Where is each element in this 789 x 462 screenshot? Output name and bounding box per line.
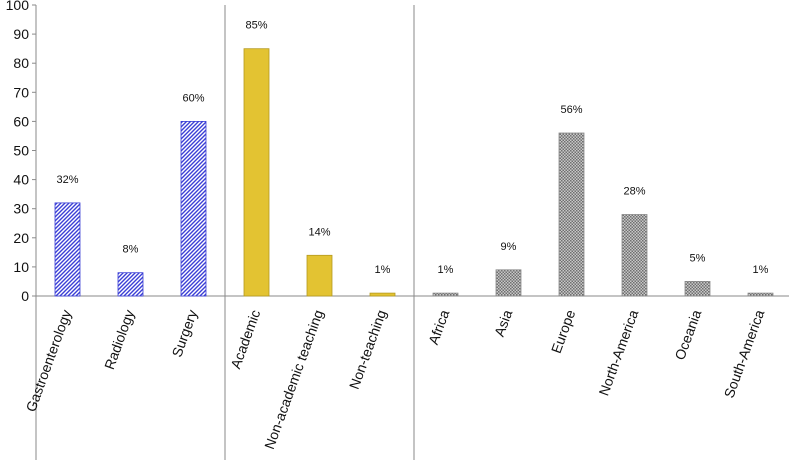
data-label-surgery: 60% <box>182 92 204 104</box>
category-label-non-academic-teaching: Non-academic teaching <box>261 308 326 452</box>
bar-north-america <box>621 214 648 297</box>
category-label-academic: Academic <box>227 308 263 371</box>
y-tick-label: 50 <box>13 143 29 159</box>
data-label-asia: 9% <box>501 241 517 253</box>
bar-academic <box>243 48 270 297</box>
y-tick-label: 10 <box>13 259 29 275</box>
bar-surgery <box>180 121 207 297</box>
category-label-surgery: Surgery <box>169 308 201 360</box>
bars <box>54 48 774 297</box>
bar-oceania <box>684 280 711 297</box>
bar-africa <box>432 292 459 297</box>
data-label-non-academic-teaching: 14% <box>308 226 330 238</box>
category-label-oceania: Oceania <box>671 307 704 362</box>
bar-non-teaching <box>369 292 396 297</box>
category-label-asia: Asia <box>491 307 515 338</box>
category-label-north-america: North-America <box>595 307 641 397</box>
y-tick-label: 60 <box>13 113 29 129</box>
bar-radiology <box>117 272 144 297</box>
data-label-oceania: 5% <box>690 252 706 264</box>
bar-south-america <box>747 292 774 297</box>
data-label-europe: 56% <box>560 104 582 116</box>
category-label-gastroenterology: Gastroenterology <box>23 308 75 414</box>
data-label-non-teaching: 1% <box>375 264 391 276</box>
labels: 32% Gastroenterology 8% Radiology 60% Surgery… <box>23 20 769 452</box>
y-tick-label: 20 <box>13 230 29 246</box>
y-tick-label: 0 <box>21 288 29 304</box>
bar-asia <box>495 269 522 297</box>
y-tick-label: 40 <box>13 172 29 188</box>
axes: 0 10 20 30 40 50 60 70 80 90 100 <box>6 0 789 460</box>
category-label-radiology: Radiology <box>101 308 137 372</box>
data-label-gastroenterology: 32% <box>56 174 78 186</box>
category-label-africa: Africa <box>425 307 452 346</box>
data-label-north-america: 28% <box>623 186 645 198</box>
y-tick-label: 80 <box>13 55 29 71</box>
data-label-south-america: 1% <box>753 264 769 276</box>
data-label-africa: 1% <box>438 264 454 276</box>
category-label-south-america: South-America <box>721 307 768 400</box>
bar-gastroenterology <box>54 202 81 297</box>
data-label-radiology: 8% <box>123 244 139 256</box>
bar-non-academic-teaching <box>306 254 333 297</box>
bar-europe <box>558 132 585 297</box>
data-label-academic: 85% <box>245 20 267 32</box>
y-tick-label: 30 <box>13 201 29 217</box>
y-tick-label: 90 <box>13 26 29 42</box>
y-tick-label: 70 <box>13 84 29 100</box>
category-label-non-teaching: Non-teaching <box>346 308 390 392</box>
category-label-europe: Europe <box>548 307 579 355</box>
y-tick-label: 100 <box>6 0 30 13</box>
